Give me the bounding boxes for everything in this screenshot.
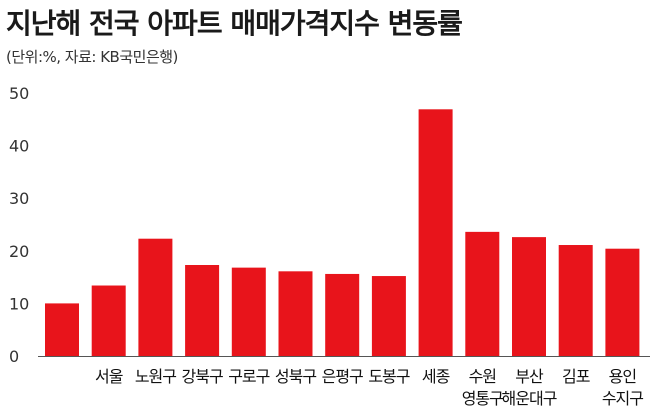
bar <box>278 271 313 356</box>
bar <box>138 238 173 356</box>
bar <box>185 265 220 356</box>
category-label: 영통구 <box>462 389 503 408</box>
y-tick-label: 20 <box>9 242 29 261</box>
category-label: 세종 <box>422 367 450 386</box>
y-tick-label: 40 <box>9 137 29 156</box>
category-label: 서울 <box>95 367 123 386</box>
category-label: 도봉구 <box>368 367 409 386</box>
bar <box>465 231 500 356</box>
y-tick-label: 0 <box>9 347 19 366</box>
bar <box>91 285 126 356</box>
category-label: 구로구 <box>228 367 269 386</box>
y-tick-label: 10 <box>9 294 29 313</box>
bar <box>371 276 406 356</box>
category-label: 부산 <box>515 367 544 386</box>
category-label: 김포 <box>562 367 590 386</box>
category-label: 성북구 <box>275 367 316 386</box>
category-label: 노원구 <box>135 367 176 386</box>
category-label: 용인 <box>609 367 637 386</box>
bar <box>231 267 266 356</box>
category-label: 수지구 <box>602 389 643 408</box>
bar <box>605 248 640 356</box>
bar <box>45 303 79 356</box>
bar <box>512 237 546 356</box>
category-label: 은평구 <box>322 367 363 386</box>
bar <box>325 273 360 356</box>
category-label: 해운대구 <box>502 389 557 408</box>
y-tick-label: 50 <box>9 84 29 103</box>
bar <box>558 245 593 356</box>
chart-subtitle: (단위:%, 자료: KB국민은행) <box>6 48 178 66</box>
chart-title: 지난해 전국 아파트 매매가격지수 변동률 <box>6 7 463 40</box>
bar <box>418 109 453 356</box>
category-label: 수원 <box>469 367 496 386</box>
y-tick-label: 30 <box>9 189 29 208</box>
category-label: 강북구 <box>182 367 223 386</box>
